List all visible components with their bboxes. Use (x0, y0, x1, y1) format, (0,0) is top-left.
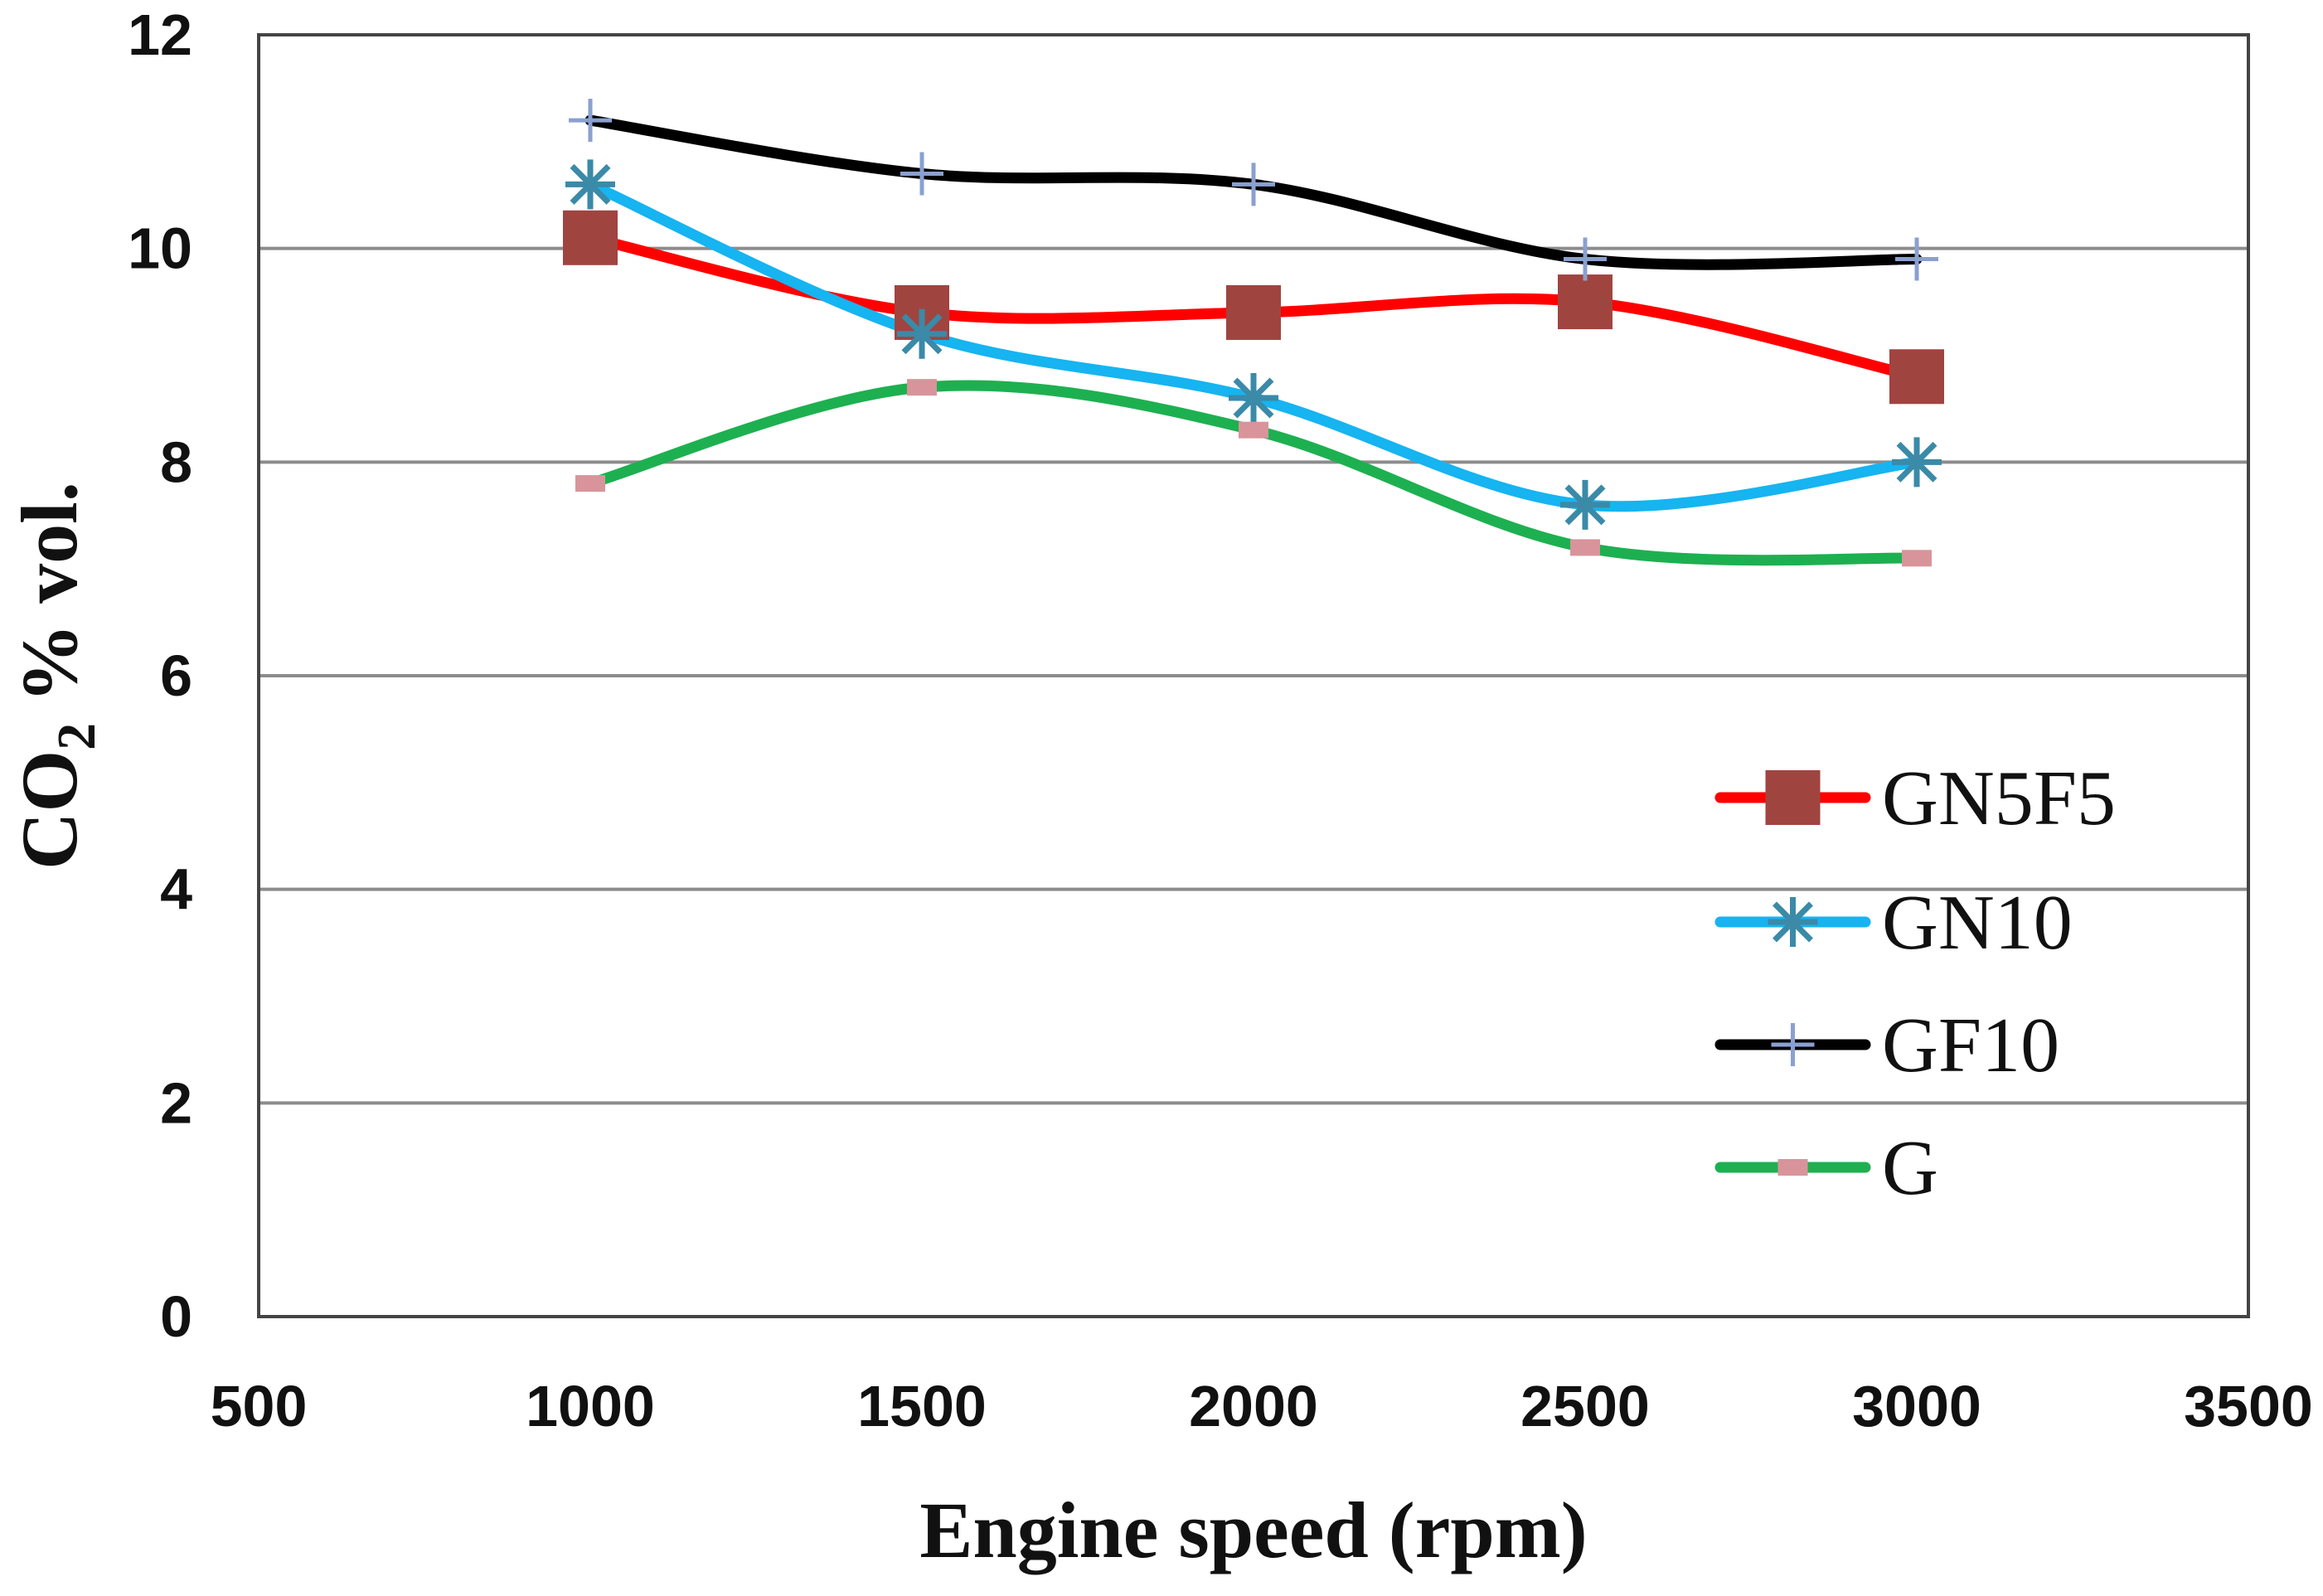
x-tick-label: 1000 (526, 1374, 655, 1438)
legend-marker (1771, 1023, 1815, 1066)
marker-stroke (901, 313, 943, 355)
legend-marker (1777, 1159, 1808, 1176)
y-tick-labels: 0 2 4 6 8 10 12 (128, 2, 192, 1349)
point-gn5f5-2500 (1558, 274, 1613, 330)
x-tick-label: 500 (211, 1374, 308, 1438)
legend-marker (1768, 897, 1818, 947)
legend: GN5F5 GN10 GF10 G (1714, 755, 2116, 1211)
point-gn5f5-1000 (563, 210, 618, 265)
y-tick-label: 10 (128, 216, 192, 281)
point-g-1000 (575, 475, 605, 492)
point-gf10-2000 (1232, 163, 1275, 206)
y-tick-label: 12 (128, 2, 192, 67)
x-tick-label: 3500 (2184, 1374, 2313, 1438)
point-g-2500 (1570, 539, 1600, 556)
point-g-1500 (907, 379, 937, 396)
legend-item-g: G (1714, 1125, 1938, 1211)
x-tick-label: 1500 (857, 1374, 987, 1438)
point-gf10-2500 (1564, 237, 1607, 281)
marker-stroke (1773, 901, 1813, 943)
legend-item-gn10: GN10 (1714, 880, 2073, 966)
y-axis-title-rest: % vol. (5, 482, 94, 723)
point-gf10-3000 (1895, 237, 1938, 281)
marker-stroke (1896, 441, 1937, 483)
point-gf10-1500 (900, 152, 943, 196)
y-tick-label: 2 (160, 1070, 192, 1135)
y-axis-title-subscript: 2 (46, 723, 107, 750)
point-gn5f5-2000 (1226, 284, 1281, 340)
legend-item-gf10: GF10 (1714, 1002, 2059, 1089)
x-tick-labels: 500 1000 1500 2000 2500 3000 3500 (211, 1374, 2313, 1438)
legend-item-gn5f5: GN5F5 (1714, 755, 2116, 842)
marker-stroke (1233, 377, 1274, 419)
y-tick-label: 8 (160, 429, 192, 494)
marker-stroke (1564, 484, 1606, 526)
series-markers (563, 99, 1944, 567)
point-gf10-1000 (569, 99, 612, 143)
point-gn5f5-3000 (1889, 349, 1944, 405)
legend-label: G (1882, 1125, 1938, 1211)
point-gn10-2000 (1229, 373, 1278, 424)
point-gn10-1000 (565, 159, 615, 210)
y-tick-label: 0 (160, 1284, 192, 1349)
x-tick-label: 2500 (1520, 1374, 1650, 1438)
point-gn10-3000 (1892, 437, 1942, 488)
x-tick-label: 3000 (1852, 1374, 1981, 1438)
point-g-2000 (1239, 421, 1268, 439)
legend-marker (1765, 770, 1821, 825)
point-gn10-1500 (897, 308, 947, 359)
legend-label: GN10 (1882, 880, 2073, 966)
y-tick-label: 6 (160, 643, 192, 708)
point-gn10-2500 (1560, 479, 1610, 530)
x-axis-title: Engine speed (rpm) (919, 1486, 1587, 1574)
legend-label: GF10 (1882, 1002, 2059, 1089)
marker-stroke (570, 163, 611, 205)
legend-label: GN5F5 (1882, 755, 2116, 842)
y-axis-title: CO2 % vol. (5, 482, 107, 870)
plot-frame (257, 33, 2250, 1318)
x-tick-label: 2000 (1189, 1374, 1318, 1438)
point-g-3000 (1902, 550, 1932, 567)
grid-lines (259, 246, 2248, 1105)
y-axis-title-main: CO (5, 750, 94, 870)
y-tick-label: 4 (160, 857, 192, 922)
